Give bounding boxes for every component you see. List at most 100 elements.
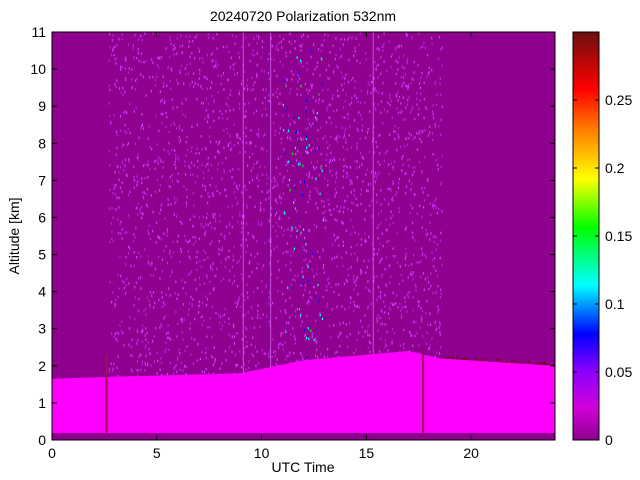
- noise-speck: [278, 196, 281, 199]
- noise-speck: [275, 229, 277, 233]
- noise-speck: [241, 277, 244, 281]
- noise-speck: [258, 128, 260, 131]
- noise-speck: [432, 204, 434, 208]
- noise-speck: [312, 109, 314, 112]
- noise-speck: [307, 299, 310, 303]
- noise-speck: [285, 250, 287, 254]
- noise-speck: [245, 36, 247, 40]
- noise-speck: [377, 47, 379, 50]
- noise-speck: [355, 204, 357, 207]
- noise-speck: [184, 164, 186, 168]
- noise-speck: [423, 97, 425, 101]
- noise-speck: [189, 272, 191, 275]
- noise-speck: [232, 323, 235, 326]
- noise-speck: [172, 251, 175, 254]
- noise-speck: [195, 255, 197, 259]
- noise-speck: [325, 158, 327, 161]
- noise-speck: [199, 72, 201, 76]
- noise-speck: [237, 187, 239, 191]
- noise-speck: [115, 208, 117, 211]
- noise-speck: [349, 183, 351, 186]
- noise-speck: [294, 279, 297, 282]
- noise-speck: [157, 255, 160, 259]
- noise-speck: [117, 273, 119, 277]
- noise-speck: [435, 206, 438, 209]
- noise-speck: [263, 352, 265, 355]
- noise-speck: [377, 91, 380, 95]
- noise-speck: [198, 77, 200, 80]
- noise-speck: [120, 65, 122, 69]
- noise-speck: [331, 97, 334, 100]
- noise-speck: [120, 129, 122, 132]
- noise-speck: [302, 33, 305, 37]
- noise-speck: [311, 255, 313, 258]
- noise-speck: [136, 369, 138, 372]
- noise-speck: [238, 90, 241, 93]
- noise-speck: [257, 262, 259, 266]
- noise-speck: [250, 141, 252, 144]
- noise-speck: [328, 160, 331, 164]
- noise-speck: [279, 342, 281, 345]
- noise-speck: [137, 153, 139, 156]
- noise-speck: [229, 93, 231, 97]
- noise-speck: [213, 119, 215, 123]
- noise-speck: [360, 272, 362, 275]
- noise-speck: [142, 75, 144, 79]
- noise-speck: [405, 252, 407, 256]
- noise-speck: [114, 58, 116, 61]
- noise-speck: [340, 331, 342, 334]
- noise-speck: [353, 280, 356, 284]
- noise-speck: [345, 199, 347, 203]
- noise-speck: [432, 138, 434, 142]
- noise-speck: [276, 88, 279, 91]
- noise-speck: [331, 308, 333, 311]
- noise-speck: [121, 190, 123, 194]
- noise-speck: [312, 165, 315, 169]
- noise-speck: [441, 64, 443, 67]
- noise-speck: [307, 118, 310, 121]
- noise-speck: [151, 147, 153, 151]
- noise-speck: [213, 101, 215, 104]
- noise-speck: [261, 113, 263, 117]
- noise-speck: [246, 206, 248, 209]
- noise-speck: [437, 285, 439, 288]
- noise-speck: [395, 46, 397, 49]
- noise-speck: [300, 45, 303, 48]
- noise-speck: [392, 180, 394, 183]
- noise-speck: [438, 352, 441, 355]
- noise-speck: [205, 346, 207, 350]
- noise-speck: [385, 343, 387, 346]
- noise-speck: [282, 177, 284, 181]
- noise-speck: [120, 220, 122, 224]
- noise-speck: [268, 239, 270, 242]
- noise-speck: [121, 320, 123, 324]
- noise-speck: [367, 127, 369, 131]
- noise-speck: [212, 192, 214, 195]
- noise-speck: [420, 92, 422, 96]
- noise-speck: [122, 143, 125, 146]
- noise-speck: [405, 263, 407, 267]
- noise-speck: [243, 70, 245, 73]
- noise-speck: [300, 231, 302, 235]
- noise-speck: [144, 369, 146, 372]
- noise-speck: [421, 317, 423, 321]
- noise-speck: [297, 149, 299, 153]
- noise-speck: [428, 70, 430, 74]
- noise-speck: [129, 316, 131, 319]
- noise-speck: [174, 149, 176, 152]
- noise-speck: [244, 102, 246, 106]
- noise-speck: [405, 172, 407, 175]
- noise-speck: [241, 293, 243, 296]
- noise-speck: [283, 79, 285, 82]
- noise-speck: [305, 128, 307, 131]
- noise-speck: [392, 254, 394, 258]
- noise-speck: [172, 372, 175, 375]
- noise-speck: [291, 226, 293, 229]
- noise-speck: [147, 254, 149, 258]
- noise-speck: [162, 166, 164, 169]
- noise-speck: [379, 296, 382, 300]
- noise-speck: [378, 48, 380, 52]
- noise-speck: [200, 84, 202, 88]
- noise-speck: [296, 142, 299, 146]
- noise-speck: [215, 66, 217, 70]
